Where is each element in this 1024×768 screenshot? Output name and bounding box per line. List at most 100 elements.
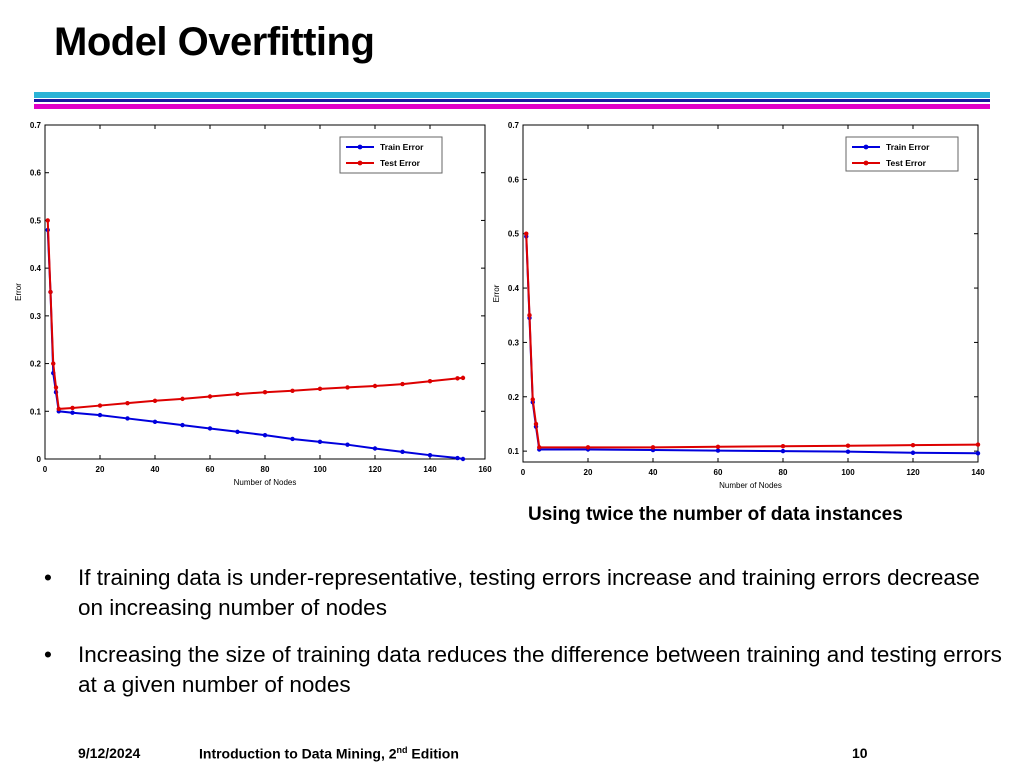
data-point (715, 448, 721, 453)
legend-label: Train Error (886, 142, 930, 152)
data-point (180, 422, 185, 428)
data-point (56, 406, 61, 412)
x-tick-label: 140 (423, 465, 437, 474)
data-point (715, 444, 721, 449)
y-axis-label: Error (14, 283, 23, 301)
series-test-error (524, 231, 981, 450)
legend-swatch-marker (357, 160, 363, 166)
bullet-text: If training data is under-representative… (78, 565, 980, 620)
data-point (527, 313, 532, 318)
y-tick-label: 0.6 (30, 169, 42, 178)
footer-book-suffix: Edition (407, 745, 459, 762)
data-point (125, 416, 130, 421)
accent-bar-magenta (34, 104, 990, 109)
data-point (533, 421, 539, 427)
data-point (345, 442, 350, 447)
x-tick-label: 40 (151, 465, 160, 474)
data-point (70, 405, 75, 411)
y-tick-label: 0.2 (508, 393, 520, 402)
data-point (780, 444, 786, 449)
data-point (460, 456, 466, 462)
data-point (235, 391, 240, 397)
data-point (317, 386, 323, 392)
data-point (262, 432, 268, 438)
bullet-list: • If training data is under-representati… (44, 563, 1004, 717)
legend-label: Test Error (380, 158, 421, 168)
data-point (125, 400, 130, 406)
y-axis-label: Error (492, 284, 501, 302)
x-tick-label: 80 (261, 465, 270, 474)
chart-left: 0 20 40 60 80 100 120 140 160 0 0.1 0.2 0.3 0.4 0.5 0.6… (10, 115, 495, 495)
data-point (152, 419, 158, 424)
series-line (525, 233, 979, 449)
y-tick-label: 0 (37, 455, 42, 464)
chart-right: 0 20 40 60 80 100 120 140 0.1 0.2 0.3 0.4 0.5 0.6 0.7 N… (490, 115, 990, 495)
x-tick-label: 20 (96, 465, 105, 474)
legend: Train Error Test Error (845, 136, 959, 172)
bullet-dot: • (44, 565, 52, 590)
data-point (524, 231, 529, 236)
plot-frame (522, 124, 979, 463)
data-point (51, 361, 56, 366)
footer-book-sup: nd (396, 745, 408, 755)
chart-svg: 0 20 40 60 80 100 120 140 0.1 0.2 0.3 0.4 0.5 0.6 0.7 N… (492, 121, 985, 490)
x-tick-label: 100 (313, 465, 327, 474)
data-point (317, 439, 323, 445)
y-tick-label: 0.1 (30, 407, 42, 416)
data-point (455, 455, 460, 461)
chart-caption: Using twice the number of data instances (528, 504, 903, 525)
x-tick-label: 160 (478, 465, 492, 474)
data-point (400, 381, 405, 387)
data-point (70, 410, 75, 415)
x-axis-label: Number of Nodes (234, 478, 297, 487)
y-tick-label: 0.5 (508, 230, 520, 239)
data-point (455, 376, 460, 381)
legend-label: Test Error (886, 158, 927, 168)
x-tick-label: 140 (971, 468, 985, 477)
data-point (372, 446, 378, 451)
accent-bar-navy (34, 99, 990, 102)
y-tick-label: 0.7 (508, 121, 520, 130)
y-tick-label: 0.4 (508, 284, 520, 293)
data-point (290, 388, 295, 393)
data-point (975, 442, 981, 447)
bullet-item: • Increasing the size of training data r… (44, 640, 1004, 700)
data-point (427, 379, 433, 384)
bullet-text: Increasing the size of training data red… (78, 642, 1002, 697)
footer-book-prefix: Introduction to Data Mining, 2 (199, 745, 397, 762)
footer-date: 9/12/2024 (78, 745, 141, 761)
data-point (400, 449, 405, 455)
x-axis-label: Number of Nodes (719, 481, 782, 490)
y-tick-label: 0.7 (30, 121, 42, 130)
data-point (290, 436, 295, 442)
data-point (180, 396, 185, 402)
y-tick-label: 0.1 (508, 447, 520, 456)
legend-label: Train Error (380, 142, 424, 152)
y-tick-label: 0.2 (30, 360, 42, 369)
bullet-item: • If training data is under-representati… (44, 563, 1004, 623)
x-tick-label: 60 (206, 465, 215, 474)
x-tick-label: 100 (841, 468, 855, 477)
data-point (53, 385, 59, 390)
data-point (780, 448, 786, 454)
y-tick-label: 0.3 (508, 338, 520, 347)
data-point (45, 218, 50, 223)
data-point (207, 426, 213, 431)
data-point (910, 442, 916, 448)
y-tick-label: 0.3 (30, 312, 42, 321)
legend-box (845, 136, 959, 172)
data-point (845, 443, 851, 448)
accent-bar-cyan (34, 92, 990, 98)
footer-book-title: Introduction to Data Mining, 2nd Edition (199, 745, 459, 762)
x-tick-label: 20 (584, 468, 593, 477)
data-point (650, 445, 656, 450)
data-point (235, 429, 240, 435)
data-point (48, 289, 53, 295)
y-tick-label: 0.6 (508, 175, 520, 184)
data-point (585, 445, 591, 450)
data-point (152, 398, 158, 403)
x-tick-label: 40 (649, 468, 658, 477)
data-point (910, 450, 916, 455)
x-tick-label: 0 (521, 468, 526, 477)
y-tick-label: 0.5 (30, 216, 42, 225)
